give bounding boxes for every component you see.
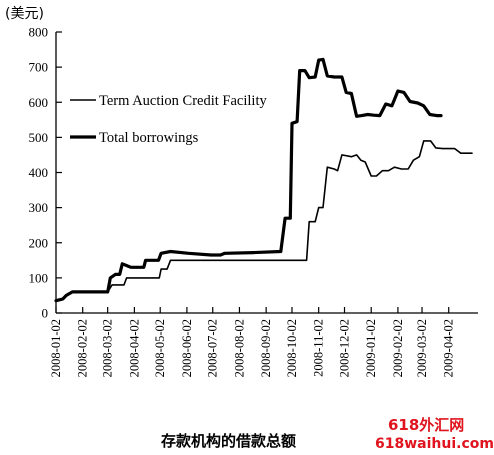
y-tick-label: 0 (42, 306, 49, 321)
x-tick-label: 2008-07-02 (206, 319, 220, 377)
y-tick-label: 100 (29, 270, 49, 285)
legend-label-tacf: Term Auction Credit Facility (99, 93, 267, 109)
y-tick-label: 600 (29, 95, 49, 110)
y-tick-label: 700 (29, 60, 49, 75)
y-tick-label: 200 (29, 235, 49, 250)
y-tick-label: 800 (29, 25, 49, 40)
x-tick-label: 2009-02-02 (391, 319, 405, 377)
x-tick-label: 2008-08-02 (232, 319, 246, 377)
y-axis-label: (美元) (5, 6, 44, 22)
x-axis: 2008-01-02 2008-02-02 2008-03-02 2008-04-02… (49, 307, 478, 377)
y-axis: 0 100 200 300 400 500 600 700 800 (29, 25, 62, 321)
legend: Term Auction Credit Facility Total borro… (70, 93, 267, 146)
watermark-line1: 618外汇网 (388, 416, 464, 434)
x-tick-label: 2008-01-02 (49, 319, 63, 377)
watermark-line2: 618waihui.com (375, 436, 494, 452)
x-tick-label: 2009-03-02 (415, 319, 429, 377)
x-tick-label: 2008-03-02 (101, 319, 115, 377)
x-tick-label: 2008-06-02 (180, 319, 194, 377)
y-tick-label: 500 (29, 130, 49, 145)
x-tick-label: 2008-05-02 (153, 319, 167, 377)
x-tick-label: 2008-02-02 (76, 319, 90, 377)
y-tick-label: 400 (29, 165, 49, 180)
series-line-total (54, 57, 443, 303)
x-tick-label: 2008-10-02 (285, 319, 299, 377)
watermark: 618外汇网 618waihui.com (375, 416, 494, 452)
x-tick-label: 2008-04-02 (127, 319, 141, 377)
series-line-tacf (55, 140, 473, 302)
x-tick-label: 2008-12-02 (338, 319, 352, 377)
chart-caption: 存款机构的借款总额 (161, 432, 296, 450)
x-tick-label: 2008-11-02 (312, 319, 326, 377)
y-tick-label: 300 (29, 200, 49, 215)
series-layer (54, 57, 473, 303)
x-tick-label: 2009-04-02 (442, 319, 456, 377)
x-tick-label: 2009-01-02 (364, 319, 378, 377)
x-tick-label: 2008-09-02 (259, 319, 273, 377)
legend-label-total: Total borrowings (99, 130, 199, 146)
